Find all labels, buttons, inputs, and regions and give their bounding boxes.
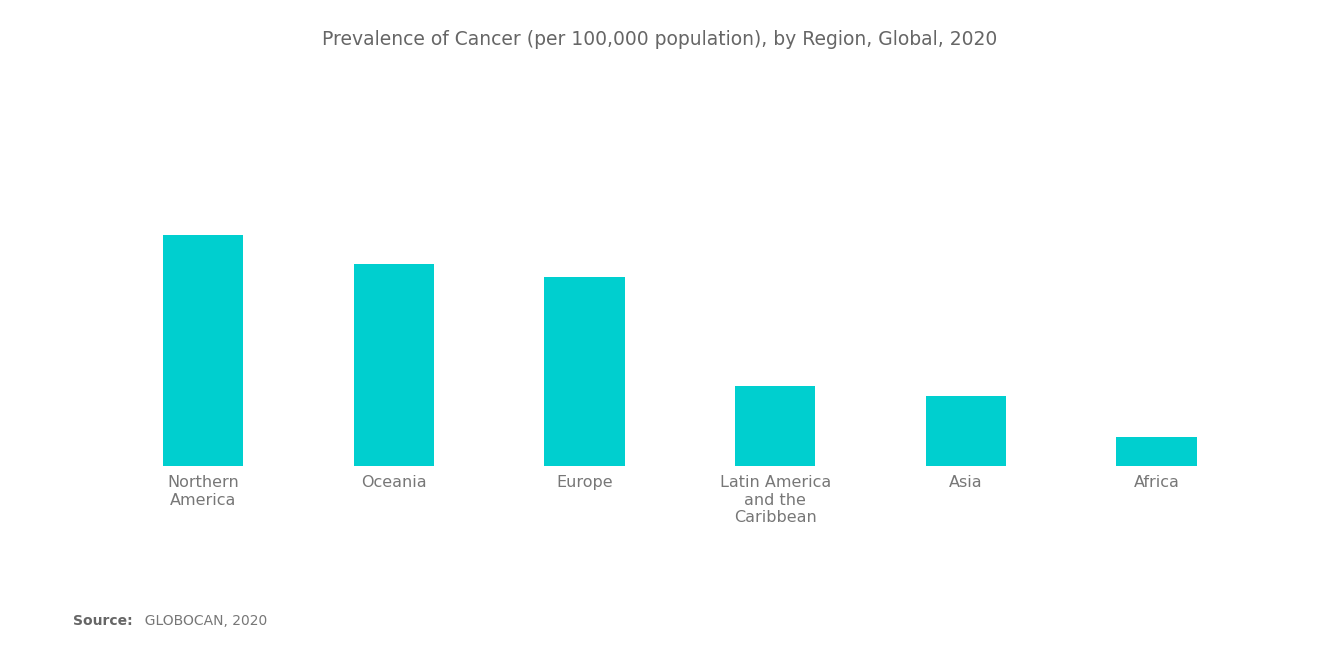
- Bar: [925, 396, 1006, 465]
- Text: GLOBOCAN, 2020: GLOBOCAN, 2020: [136, 614, 267, 628]
- Bar: [354, 264, 434, 465]
- Bar: [1117, 437, 1196, 466]
- Text: Prevalence of Cancer (per 100,000 population), by Region, Global, 2020: Prevalence of Cancer (per 100,000 popula…: [322, 30, 998, 49]
- Bar: [544, 277, 624, 466]
- Bar: [164, 235, 243, 466]
- Text: Source:: Source:: [73, 614, 132, 628]
- Bar: [735, 386, 816, 466]
